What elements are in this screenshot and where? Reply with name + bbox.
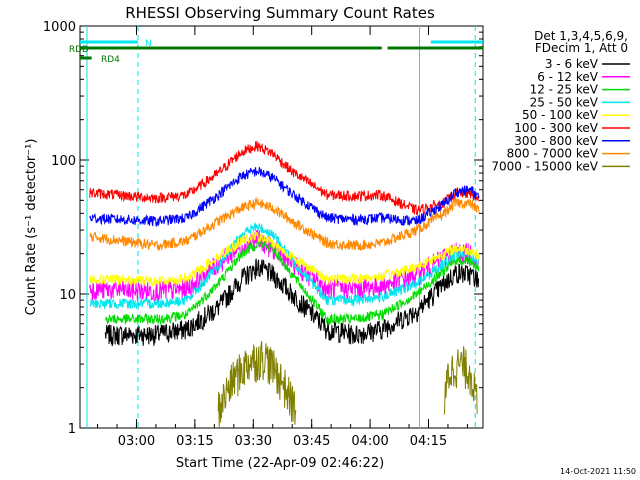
legend-label: 50 - 100 keV xyxy=(522,108,599,122)
legend-label: 300 - 800 keV xyxy=(514,134,598,148)
legend-label: 800 - 7000 keV xyxy=(507,147,599,161)
plot-frame xyxy=(79,25,484,429)
x-tick-label: 03:45 xyxy=(293,434,330,449)
chart-title: RHESSI Observing Summary Count Rates xyxy=(125,4,435,22)
legend-label: 25 - 50 keV xyxy=(530,95,599,109)
series-line xyxy=(217,341,297,429)
legend-label: 12 - 25 keV xyxy=(530,83,599,97)
legend-label: 100 - 300 keV xyxy=(514,121,598,135)
flag-label: RDD xyxy=(69,45,89,55)
series-line xyxy=(89,166,480,227)
series-line xyxy=(443,345,478,415)
legend-header-line-2: FDecim 1, Att 0 xyxy=(535,41,628,55)
y-axis: 1 10 100 1000 xyxy=(43,20,483,437)
series-line xyxy=(89,230,480,287)
series-line xyxy=(104,258,480,348)
x-tick-label: 03:30 xyxy=(235,434,272,449)
x-tick-label: 04:15 xyxy=(410,434,447,449)
y-tick-label: 10 xyxy=(59,288,76,303)
y-tick-label: 1000 xyxy=(43,20,76,35)
legend: Det 1,3,4,5,6,9, FDecim 1, Att 0 3 - 6 k… xyxy=(491,29,630,173)
legend-label: 7000 - 15000 keV xyxy=(491,159,598,173)
footer-timestamp: 14-Oct-2021 11:50 xyxy=(560,467,636,476)
series-line xyxy=(89,140,480,217)
flag-bars: N RDD RD4 xyxy=(69,39,483,65)
flag-label: N xyxy=(145,39,152,49)
series-line xyxy=(105,239,480,326)
x-axis: 03:00 03:15 03:30 03:45 04:00 04:15 xyxy=(97,26,468,449)
x-tick-label: 04:00 xyxy=(351,434,388,449)
x-tick-label: 03:15 xyxy=(176,434,213,449)
y-tick-label: 1 xyxy=(68,422,76,437)
flag-label: RD4 xyxy=(101,55,120,65)
legend-header-line-1: Det 1,3,4,5,6,9, xyxy=(534,29,628,43)
x-tick-label: 03:00 xyxy=(118,434,155,449)
legend-label: 3 - 6 keV xyxy=(545,57,599,71)
series-group xyxy=(89,140,480,429)
series-line xyxy=(89,222,480,310)
y-tick-label: 100 xyxy=(51,154,76,169)
x-axis-label: Start Time (22-Apr-09 02:46:22) xyxy=(176,456,384,471)
legend-label: 6 - 12 keV xyxy=(537,70,599,84)
series-line xyxy=(89,196,480,252)
y-axis-label: Count Rate (s⁻¹ detector⁻¹) xyxy=(24,139,39,316)
